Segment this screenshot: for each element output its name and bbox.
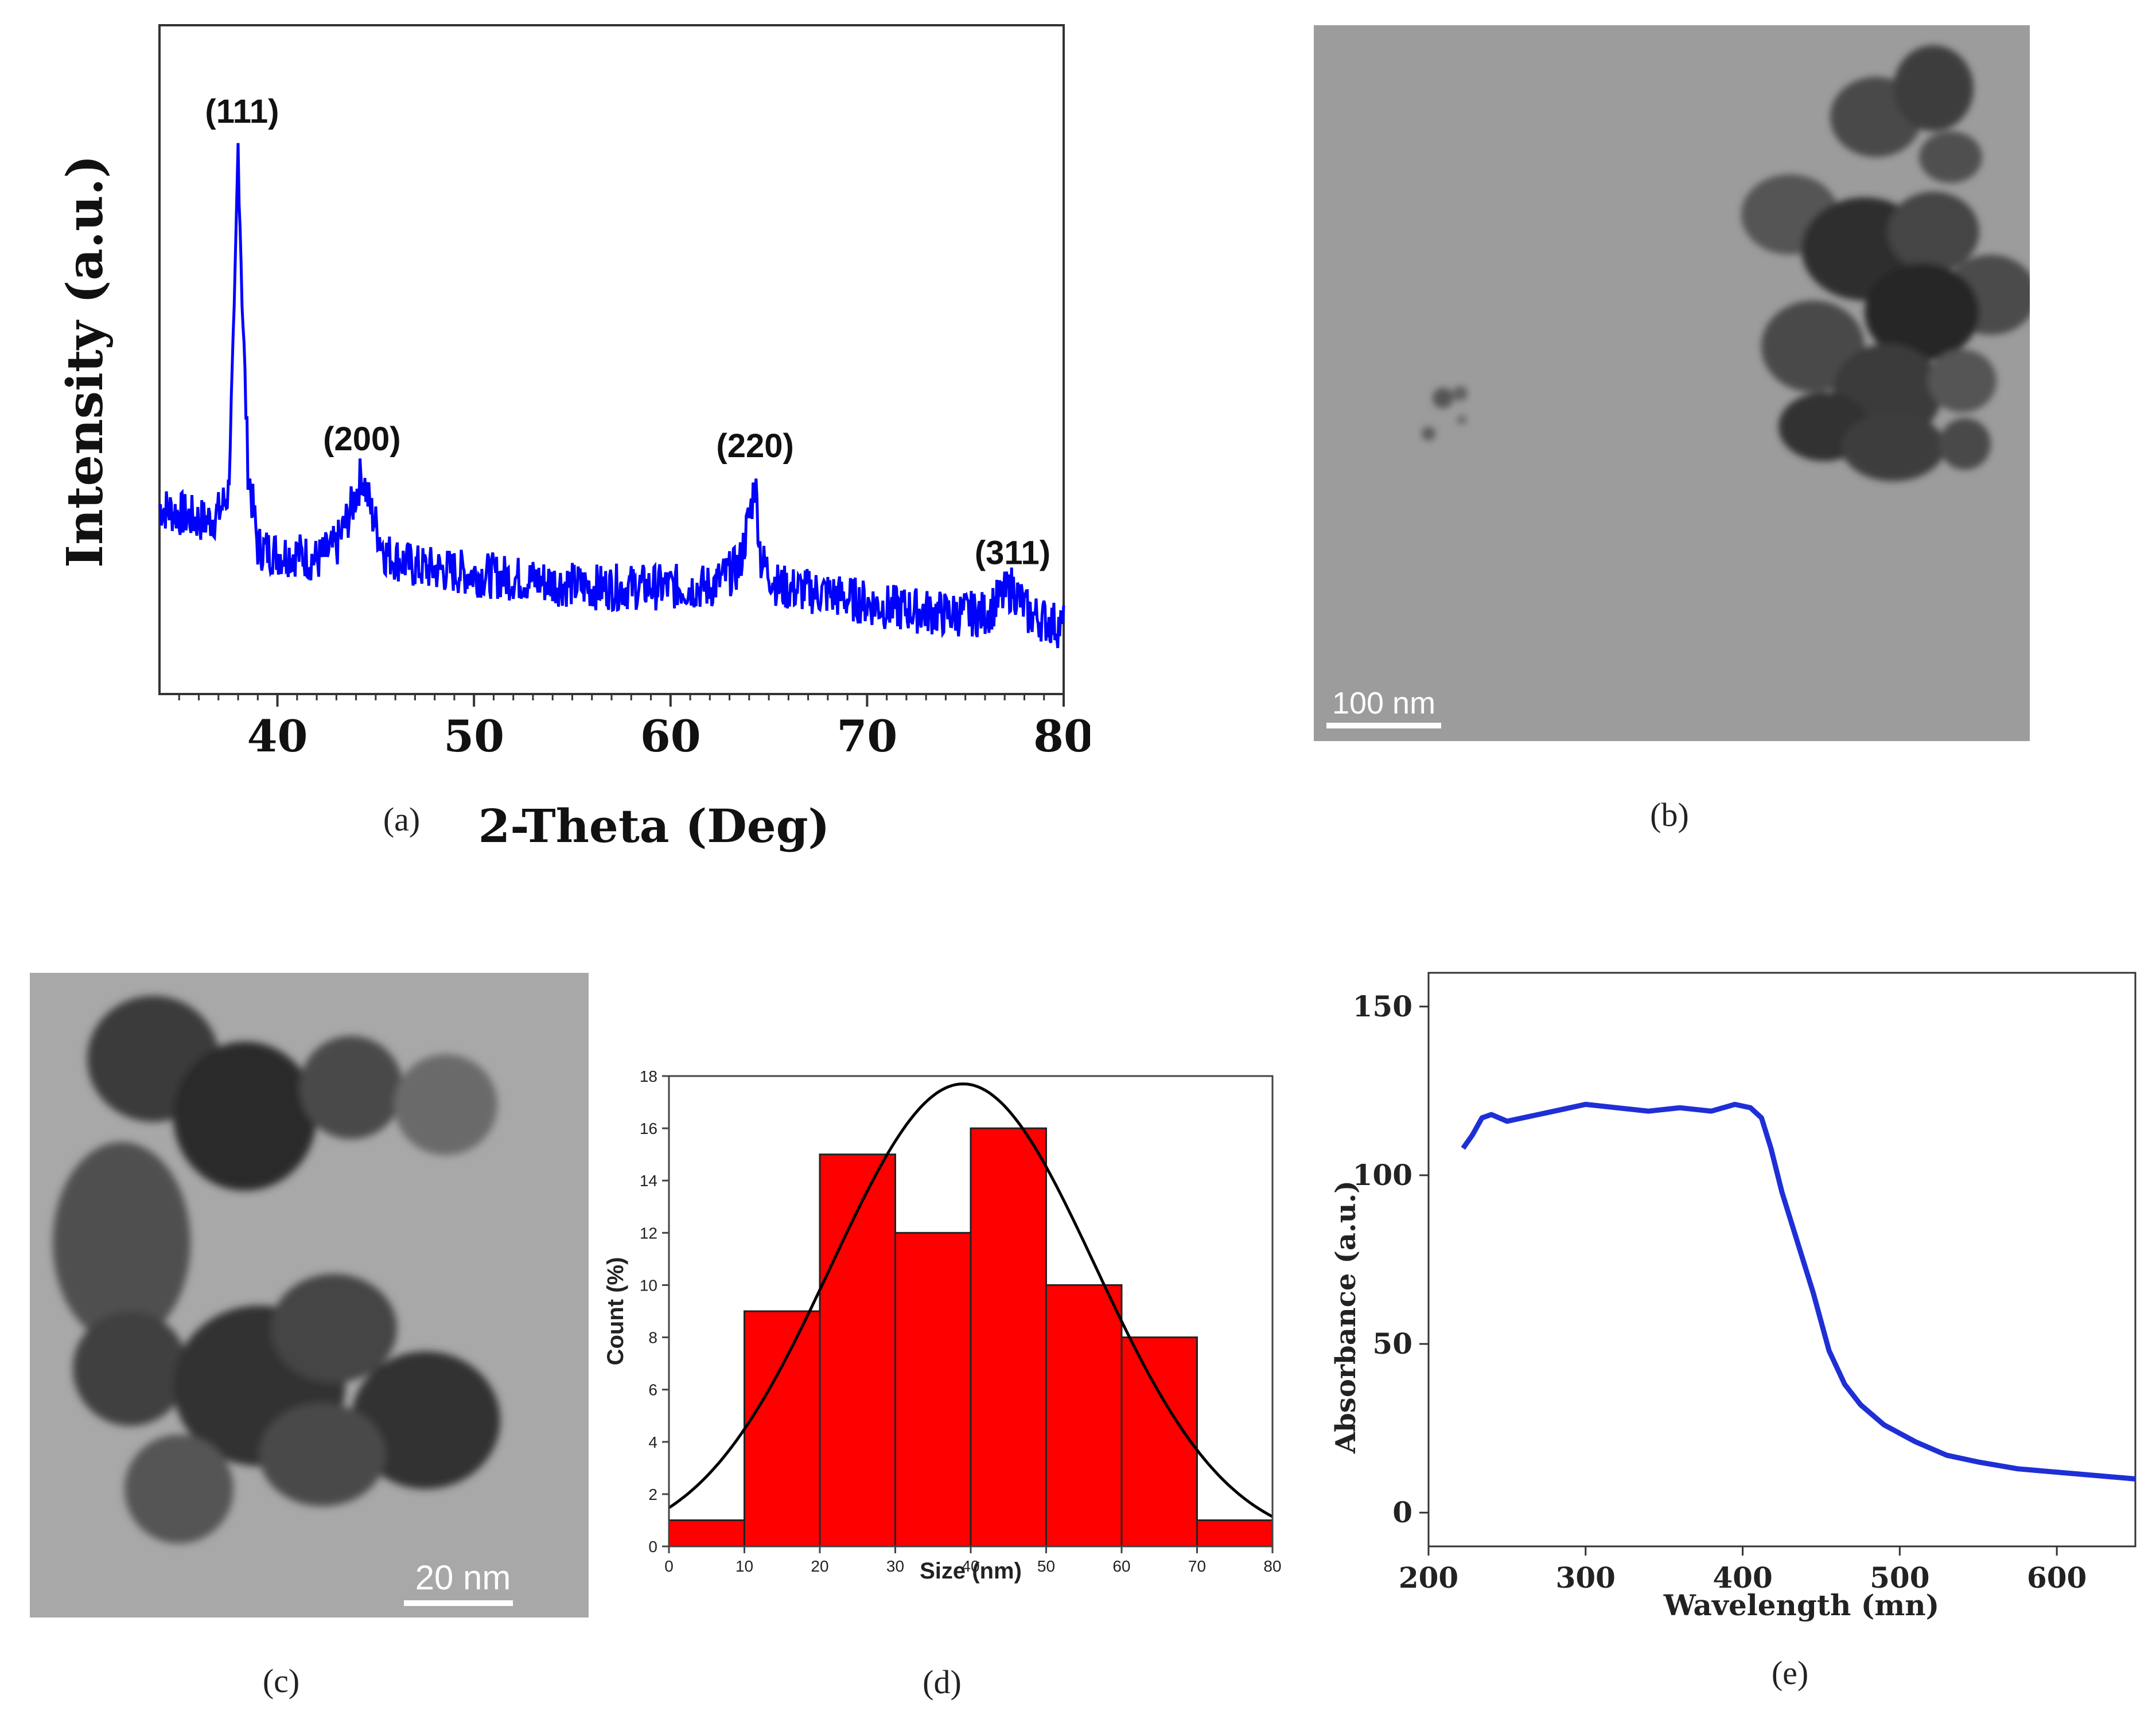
caption-c-holder: (c) — [263, 1662, 299, 1700]
xrd-ticks: 40 50 60 70 80 — [178, 694, 1090, 762]
caption-d: (d) — [923, 1663, 962, 1701]
histogram-y-tick-label: 18 — [640, 1067, 657, 1085]
xrd-chart: 40 50 60 70 80 (111) (200) (220) (311) Intensit… — [56, 24, 1090, 853]
small-particles — [1422, 386, 1468, 441]
scale-bar-label-b: 100 nm — [1332, 686, 1435, 720]
histogram-bar — [1045, 1284, 1123, 1548]
xrd-x-tick-label: 80 — [1033, 711, 1090, 762]
absorbance-x-tick-label: 400 — [1713, 1561, 1772, 1595]
histogram-bar — [668, 1519, 745, 1548]
histogram-y-axis-label: Count (%) — [603, 1257, 628, 1366]
xrd-x-tick-label: 70 — [837, 711, 898, 762]
tem-micrograph-b: 100 nm — [1314, 25, 2030, 741]
absorbance-y-tick-label: 0 — [1392, 1495, 1412, 1529]
caption-b: (b) — [1650, 796, 1689, 833]
histogram-x-tick-label: 70 — [1188, 1557, 1206, 1575]
histogram-y-tick-label: 12 — [640, 1224, 657, 1242]
absorbance-x-tick-label: 300 — [1556, 1561, 1616, 1595]
scale-bar-c — [404, 1600, 513, 1606]
histogram-bars — [668, 1127, 1274, 1548]
histogram-bar — [894, 1231, 972, 1548]
absorbance-x-tick-label: 600 — [2027, 1561, 2087, 1595]
histogram-ticks: 0 10 20 30 40 50 60 70 80 0 2 4 6 8 10 12 14 16 18 — [640, 1067, 1282, 1575]
absorbance-series-line — [1461, 1101, 2136, 1482]
size-histogram-chart: 0 10 20 30 40 50 60 70 80 0 2 4 6 8 10 12 14 16 18 Count (… — [603, 1067, 1282, 1701]
scale-bar-b — [1326, 723, 1441, 728]
histogram-x-tick-label: 50 — [1037, 1557, 1055, 1575]
xrd-peak-label: (111) — [205, 93, 279, 130]
histogram-y-tick-label: 14 — [640, 1172, 657, 1190]
scale-bar-label-c: 20 nm — [415, 1558, 511, 1597]
xrd-y-axis-label: Intensity (a.u.) — [56, 155, 114, 568]
absorbance-plot-frame — [1427, 972, 2136, 1548]
histogram-bar — [819, 1153, 896, 1548]
xrd-series-line — [158, 143, 1065, 648]
xrd-x-tick-label: 40 — [247, 711, 308, 762]
absorbance-x-axis-label: Wavelength (mn) — [1663, 1588, 1940, 1622]
histogram-x-tick-label: 30 — [886, 1557, 904, 1575]
caption-e: (e) — [1772, 1654, 1808, 1691]
histogram-bar — [970, 1127, 1047, 1548]
xrd-x-tick-label: 60 — [640, 711, 701, 762]
xrd-peak-label: (200) — [323, 420, 400, 458]
xrd-x-axis-label: 2-Theta (Deg) — [478, 799, 830, 853]
absorbance-x-tick-label: 200 — [1399, 1561, 1458, 1595]
xrd-peak-label: (311) — [975, 534, 1050, 571]
histogram-y-tick-label: 8 — [648, 1329, 657, 1347]
absorbance-y-tick-label: 150 — [1353, 989, 1412, 1023]
histogram-bar — [1196, 1519, 1274, 1548]
absorbance-ticks: 200 300 400 500 600 0 50 100 150 — [1353, 989, 2087, 1595]
nanoparticle-group — [53, 996, 500, 1544]
gaussian-fit-curve — [668, 1082, 1274, 1518]
nanoparticle-cluster — [1741, 45, 2030, 481]
absorbance-y-tick-label: 100 — [1353, 1158, 1412, 1192]
histogram-x-tick-label: 60 — [1112, 1557, 1130, 1575]
absorbance-chart: 200 300 400 500 600 0 50 100 150 Absorbance (a.u… — [1330, 972, 2136, 1691]
histogram-bar — [1120, 1336, 1198, 1548]
xrd-peak-label: (220) — [716, 427, 793, 465]
histogram-x-tick-label: 10 — [735, 1557, 753, 1575]
caption-c: (c) — [263, 1662, 299, 1700]
histogram-x-tick-label: 80 — [1263, 1557, 1281, 1575]
histogram-y-tick-label: 2 — [648, 1486, 657, 1503]
histogram-y-tick-label: 16 — [640, 1120, 657, 1137]
xrd-peak-labels: (111) (200) (220) (311) — [205, 93, 1050, 572]
histogram-y-tick-label: 6 — [648, 1381, 657, 1399]
histogram-x-tick-label: 20 — [811, 1557, 828, 1575]
histogram-y-tick-label: 10 — [640, 1276, 657, 1294]
absorbance-x-tick-label: 500 — [1870, 1561, 1929, 1595]
absorbance-y-axis-label: Absorbance (a.u.) — [1330, 1180, 1362, 1454]
caption-b-holder: (b) — [1650, 796, 1689, 833]
absorbance-y-tick-label: 50 — [1372, 1327, 1412, 1361]
tem-micrograph-c: 20 nm — [30, 973, 589, 1618]
histogram-y-tick-label: 0 — [648, 1538, 657, 1556]
histogram-x-tick-label: 40 — [962, 1557, 979, 1575]
histogram-x-tick-label: 0 — [664, 1557, 674, 1575]
histogram-bar — [744, 1310, 821, 1548]
caption-a: (a) — [383, 801, 420, 838]
histogram-x-axis-label: Size (nm) — [920, 1558, 1022, 1584]
xrd-x-tick-label: 50 — [443, 711, 504, 762]
histogram-y-tick-label: 4 — [648, 1433, 657, 1451]
